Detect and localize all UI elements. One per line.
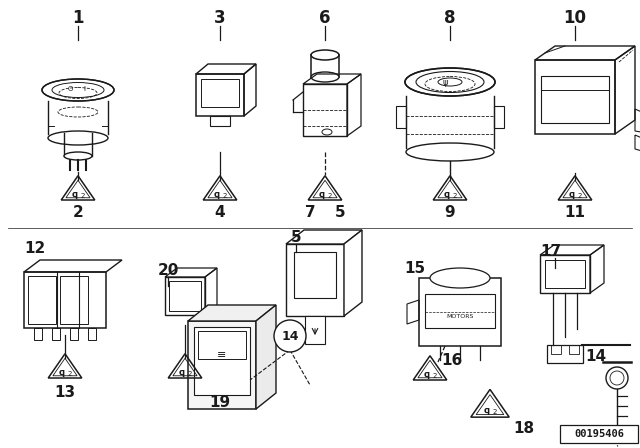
Text: 2: 2 <box>81 193 85 199</box>
Text: ꟼ: ꟼ <box>59 370 65 379</box>
Text: 5: 5 <box>335 204 346 220</box>
Text: 2: 2 <box>68 371 72 377</box>
Bar <box>560 425 638 443</box>
Bar <box>425 294 495 328</box>
Bar <box>569 345 579 354</box>
Text: ꟼ: ꟼ <box>214 191 220 201</box>
Text: 16: 16 <box>442 353 463 367</box>
Text: 6: 6 <box>319 9 331 27</box>
Ellipse shape <box>406 143 494 161</box>
Text: 20: 20 <box>157 263 179 277</box>
Ellipse shape <box>311 72 339 82</box>
Text: 4: 4 <box>214 204 225 220</box>
Bar <box>34 328 42 340</box>
Text: 11: 11 <box>564 204 586 220</box>
Text: 3: 3 <box>214 9 226 27</box>
Text: ꟼ: ꟼ <box>424 371 430 380</box>
Text: 17: 17 <box>540 244 561 258</box>
Polygon shape <box>286 244 344 316</box>
Bar <box>547 345 583 363</box>
Bar <box>60 276 88 324</box>
Text: ꟼ: ꟼ <box>444 191 450 201</box>
Text: 1: 1 <box>72 9 84 27</box>
Text: MOTORS: MOTORS <box>446 314 474 319</box>
Text: I: I <box>83 86 85 92</box>
Bar <box>88 328 96 340</box>
Text: 15: 15 <box>404 260 426 276</box>
Text: ꟼ: ꟼ <box>484 408 490 417</box>
Polygon shape <box>286 230 362 244</box>
Text: 2: 2 <box>72 204 83 220</box>
Bar <box>28 276 56 324</box>
Bar <box>551 345 561 354</box>
Text: 2: 2 <box>223 193 227 199</box>
Bar <box>70 328 78 340</box>
Circle shape <box>606 367 628 389</box>
Text: 14: 14 <box>586 349 607 363</box>
Bar <box>419 278 501 346</box>
Text: 8: 8 <box>444 9 456 27</box>
Bar <box>52 328 60 340</box>
Text: ꟼ: ꟼ <box>569 191 575 201</box>
Text: ψ: ψ <box>442 78 448 86</box>
Text: ≡: ≡ <box>218 350 227 360</box>
Text: ꟼ: ꟼ <box>72 191 78 201</box>
Text: ꟼ: ꟼ <box>319 191 325 201</box>
Text: O: O <box>67 86 73 92</box>
Polygon shape <box>188 305 276 321</box>
Bar <box>305 316 325 344</box>
Text: 13: 13 <box>54 384 76 400</box>
Text: 2: 2 <box>578 193 582 199</box>
Text: 7: 7 <box>305 204 316 220</box>
Text: ꟼ: ꟼ <box>179 370 185 379</box>
Bar <box>541 76 609 123</box>
Bar <box>201 79 239 107</box>
Polygon shape <box>344 230 362 316</box>
Text: 2: 2 <box>328 193 332 199</box>
Text: 2: 2 <box>188 371 192 377</box>
Text: 5: 5 <box>291 229 301 245</box>
Text: 2: 2 <box>453 193 457 199</box>
Text: 10: 10 <box>563 9 586 27</box>
Ellipse shape <box>311 50 339 60</box>
Bar <box>198 331 246 359</box>
Bar <box>545 260 585 288</box>
Circle shape <box>274 320 306 352</box>
Text: 2: 2 <box>433 373 437 379</box>
Polygon shape <box>256 305 276 409</box>
Text: 00195406: 00195406 <box>574 429 624 439</box>
Bar <box>396 106 406 128</box>
Polygon shape <box>188 321 256 409</box>
Text: 9: 9 <box>445 204 455 220</box>
Bar <box>294 252 336 298</box>
Bar <box>210 116 230 126</box>
Bar <box>169 281 201 311</box>
Text: 2: 2 <box>493 409 497 415</box>
Text: 18: 18 <box>513 421 534 435</box>
Bar <box>494 106 504 128</box>
Ellipse shape <box>405 68 495 96</box>
Ellipse shape <box>64 152 92 160</box>
Ellipse shape <box>430 268 490 288</box>
Ellipse shape <box>42 79 114 101</box>
Text: 19: 19 <box>209 395 230 409</box>
Text: 14: 14 <box>281 329 299 343</box>
Ellipse shape <box>48 131 108 145</box>
Bar <box>194 327 250 395</box>
Text: 12: 12 <box>24 241 45 255</box>
